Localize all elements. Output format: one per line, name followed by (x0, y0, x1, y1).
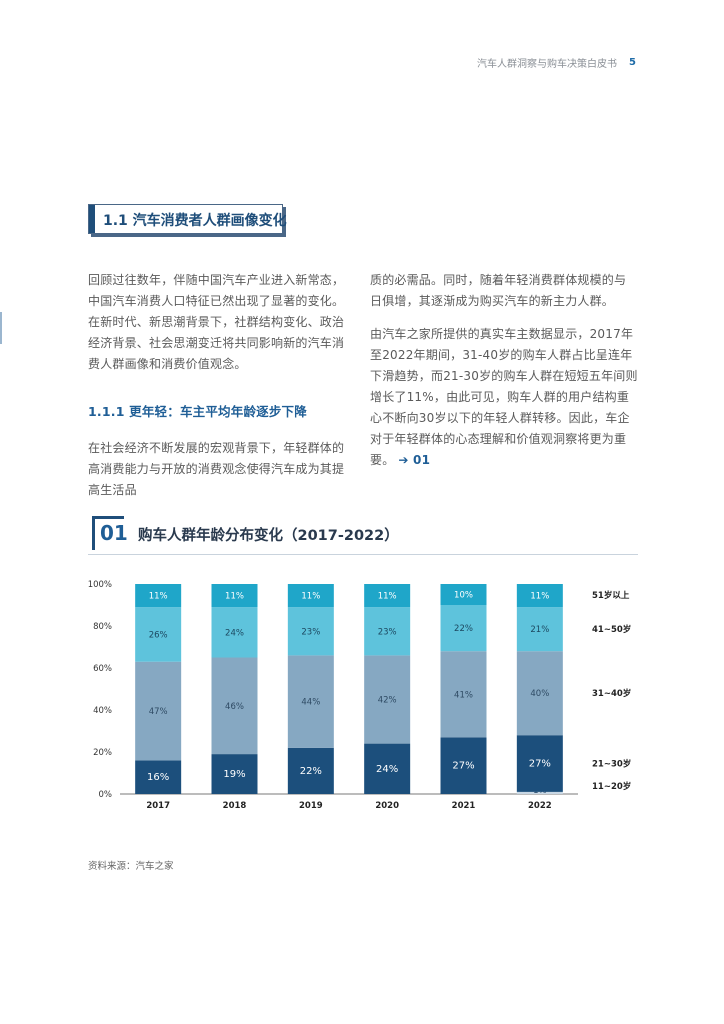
bar-segment (440, 651, 487, 738)
bar-segment (440, 584, 487, 605)
figure-number-frame (92, 516, 124, 550)
paragraph-context-part1: 在社会经济不断发展的宏观背景下，年轻群体的高消费能力与开放的消费观念使得汽车成为… (88, 441, 345, 497)
bar-segment (364, 655, 411, 744)
bar-segment (211, 584, 258, 608)
bar-segment (364, 584, 411, 608)
figure-divider (88, 554, 638, 555)
text-column-right: 质的必需品。同时，随着年轻消费群体规模的与日俱增，其逐渐成为购买汽车的新主力人群… (370, 270, 638, 471)
y-tick-label: 80% (93, 622, 112, 632)
data-label: 10% (454, 591, 473, 601)
data-label: 11% (149, 592, 168, 602)
series-legend-label: 51岁以上 (592, 590, 630, 601)
bar-segment (440, 605, 487, 652)
x-tick-label: 2019 (299, 801, 323, 811)
x-tick-label: 2020 (375, 801, 399, 811)
data-label: 22% (454, 624, 473, 634)
y-tick-label: 100% (88, 580, 112, 590)
page-number: 5 (629, 57, 636, 68)
bar-segment (440, 737, 487, 794)
series-legend-label: 21~30岁 (592, 759, 631, 770)
data-label: 47% (149, 707, 168, 717)
data-label: 26% (149, 630, 168, 640)
age-distribution-chart: 0%20%40%60%80%100%0%16%47%26%11%20170%19… (88, 580, 632, 811)
data-label: 41% (454, 690, 473, 700)
data-label: 11% (301, 592, 320, 602)
bar-segment (135, 607, 182, 662)
data-label: 22% (300, 766, 322, 777)
section-title: 1.1 汽车消费者人群画像变化 (103, 213, 287, 229)
data-label: 40% (530, 689, 549, 699)
data-label: 24% (225, 628, 244, 638)
doc-title: 汽车人群洞察与购车决策白皮书 (477, 59, 618, 70)
data-label: 11% (530, 592, 549, 602)
paragraph-data-insight: 由汽车之家所提供的真实车主数据显示，2017年至2022年期间，31-40岁的购… (370, 324, 638, 471)
y-tick-label: 40% (93, 706, 112, 716)
bar-segment (516, 584, 563, 608)
subheading: 1.1.1 更年轻：车主平均年龄逐步下降 (88, 404, 307, 419)
bar-segment (516, 607, 563, 652)
bar-segment (211, 657, 258, 755)
bar-segment (135, 661, 182, 761)
bar-segment (287, 584, 334, 608)
x-tick-label: 2022 (528, 801, 552, 811)
paragraph-intro: 回顾过往数年，伴随中国汽车产业进入新常态，中国汽车消费人口特征已然出现了显著的变… (88, 273, 345, 371)
figure-header: 01 购车人群年龄分布变化（2017-2022） (88, 516, 638, 555)
x-tick-label: 2018 (223, 801, 247, 811)
source-note: 资料来源：汽车之家 (88, 861, 174, 872)
data-label: 11% (225, 592, 244, 602)
series-legend-label: 41~50岁 (592, 624, 631, 635)
figure-number: 01 (100, 521, 128, 545)
bar-segment (516, 735, 563, 792)
data-label: 19% (223, 769, 245, 780)
bar-segment (287, 747, 334, 794)
data-label: 44% (301, 698, 320, 708)
bar-segment (364, 607, 411, 656)
data-label: 24% (376, 764, 398, 775)
y-tick-label: 60% (93, 664, 112, 674)
bar-segment (287, 607, 334, 656)
bar-segment (516, 651, 563, 736)
page-header: 汽车人群洞察与购车决策白皮书 5 (477, 55, 636, 70)
data-label: 27% (452, 761, 474, 772)
series-legend-label: 11~20岁 (592, 781, 631, 792)
paragraph-context-part2: 质的必需品。同时，随着年轻消费群体规模的与日俱增，其逐渐成为购买汽车的新主力人群… (370, 273, 627, 308)
figure-title: 购车人群年龄分布变化（2017-2022） (138, 528, 399, 544)
bar-segment (135, 584, 182, 608)
bar-segment (135, 760, 182, 794)
bar-segment (287, 655, 334, 748)
data-label: 16% (147, 772, 169, 783)
data-label: 46% (225, 702, 244, 712)
x-tick-label: 2017 (146, 801, 170, 811)
series-legend-label: 31~40岁 (592, 688, 631, 699)
data-label: 42% (378, 696, 397, 706)
bar-segment (516, 791, 563, 794)
y-tick-label: 0% (99, 790, 113, 800)
data-label: 21% (530, 625, 549, 635)
section-title-box: 1.1 汽车消费者人群画像变化 (88, 204, 287, 234)
data-label: 11% (378, 592, 397, 602)
bar-segment (364, 743, 411, 794)
section-title-accent (89, 205, 95, 233)
data-label: 23% (301, 627, 320, 637)
text-column-left: 回顾过往数年，伴随中国汽车产业进入新常态，中国汽车消费人口特征已然出现了显著的变… (88, 270, 356, 501)
x-tick-label: 2021 (452, 801, 476, 811)
bar-segment (211, 607, 258, 658)
side-marker (0, 312, 2, 344)
paragraph-data-insight-text: 由汽车之家所提供的真实车主数据显示，2017年至2022年期间，31-40岁的购… (370, 327, 638, 467)
figure-reference-link[interactable]: ➔ 01 (398, 453, 431, 467)
data-label: 27% (529, 759, 551, 770)
bar-segment (211, 754, 258, 794)
data-label: 23% (378, 627, 397, 637)
y-tick-label: 20% (93, 748, 112, 758)
